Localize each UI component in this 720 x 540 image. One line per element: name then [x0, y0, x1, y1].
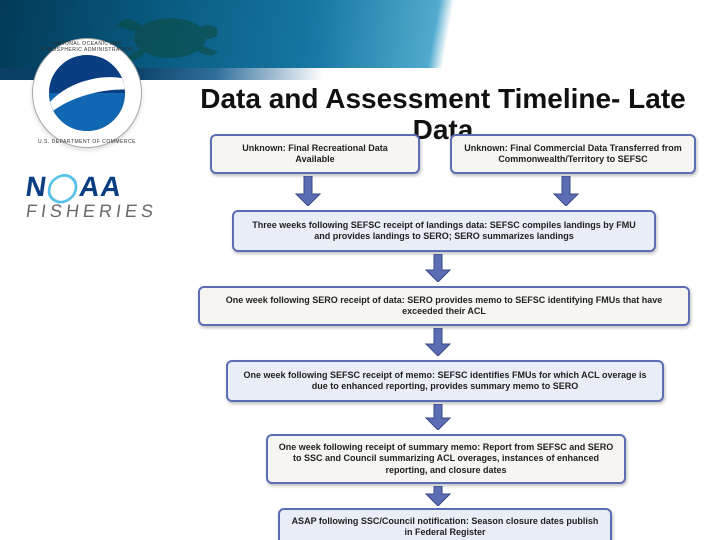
flow-arrow-report [424, 486, 452, 506]
flow-arrow-compile [424, 254, 452, 282]
fisheries-wordmark: FISHERIES [25, 201, 158, 222]
noaa-swoosh-icon: ◯ [45, 171, 82, 202]
noaa-seal-inner [45, 51, 129, 135]
flowchart: Unknown: Final Recreational Data Availab… [180, 128, 700, 528]
flow-node-memo2: One week following SEFSC receipt of memo… [226, 360, 664, 402]
flow-arrow-com [552, 176, 580, 206]
flow-node-com: Unknown: Final Commercial Data Transferr… [450, 134, 696, 174]
seal-ring-bottom: U.S. DEPARTMENT OF COMMERCE [33, 139, 141, 145]
flow-arrow-memo1 [424, 328, 452, 356]
flow-node-compile: Three weeks following SEFSC receipt of l… [232, 210, 656, 252]
flow-node-publish: ASAP following SSC/Council notification:… [278, 508, 612, 540]
noaa-wordmark: N◯AA [24, 174, 158, 199]
noaa-seal-swoosh [45, 65, 129, 135]
noaa-fisheries-logo: N◯AA FISHERIES [26, 174, 156, 222]
flow-node-rec: Unknown: Final Recreational Data Availab… [210, 134, 420, 174]
flow-node-report: One week following receipt of summary me… [266, 434, 626, 484]
slide: NATIONAL OCEANIC AND ATMOSPHERIC ADMINIS… [0, 0, 720, 540]
flow-node-memo1: One week following SERO receipt of data:… [198, 286, 690, 326]
flow-arrow-rec [294, 176, 322, 206]
flow-arrow-memo2 [424, 404, 452, 430]
noaa-seal: NATIONAL OCEANIC AND ATMOSPHERIC ADMINIS… [32, 38, 142, 148]
